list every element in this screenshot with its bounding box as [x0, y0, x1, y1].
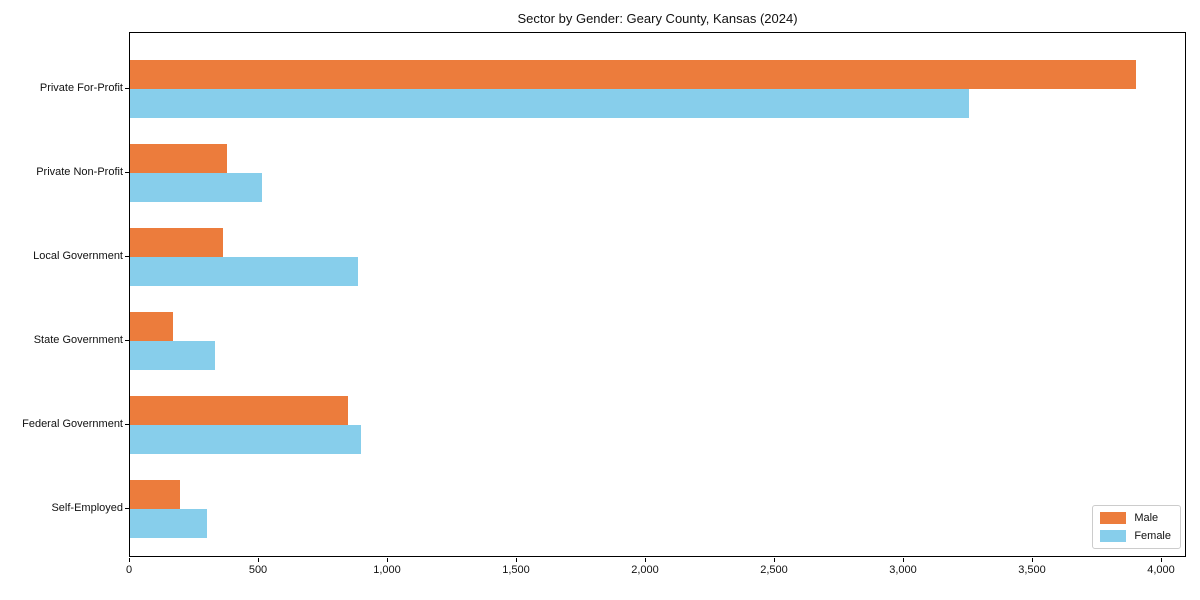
y-tick-mark [125, 339, 129, 341]
y-axis-ticks [125, 32, 129, 557]
x-tick-label: 1,500 [502, 564, 530, 576]
bar-male-4 [130, 312, 173, 341]
y-tick-label: Local Government [33, 250, 123, 262]
bar-female-4 [130, 341, 215, 370]
y-tick-mark [125, 171, 129, 173]
bar-male-3 [130, 228, 223, 257]
chart-title: Sector by Gender: Geary County, Kansas (… [517, 11, 798, 26]
x-tick-mark [129, 558, 130, 562]
bar-male-1 [130, 60, 1136, 89]
female-swatch-icon [1100, 530, 1127, 542]
x-tick-label: 0 [125, 564, 133, 576]
y-tick-label: Private For-Profit [39, 82, 123, 94]
x-tick-mark [1032, 558, 1033, 562]
x-tick-label: 3,000 [889, 564, 917, 576]
bar-female-1 [130, 89, 969, 118]
x-tick-mark [645, 558, 646, 562]
bar-female-2 [130, 173, 262, 202]
x-tick-label: 1,000 [373, 564, 401, 576]
x-tick-mark [387, 558, 388, 562]
bar-female-3 [130, 257, 358, 286]
x-tick-label: 500 [248, 564, 268, 576]
x-tick-mark [258, 558, 259, 562]
y-tick-mark [125, 507, 129, 509]
bar-male-5 [130, 396, 348, 425]
y-tick-label: State Government [33, 334, 123, 346]
x-tick-mark [1161, 558, 1162, 562]
x-tick-label: 4,000 [1147, 564, 1175, 576]
bar-female-5 [130, 425, 361, 454]
plot-area: Male Female [129, 32, 1186, 557]
x-tick-label: 3,500 [1018, 564, 1046, 576]
male-swatch-icon [1100, 512, 1127, 524]
y-tick-mark [125, 255, 129, 257]
y-tick-mark [125, 87, 129, 89]
legend-label-female: Female [1134, 530, 1171, 542]
legend-entry-male: Male [1100, 512, 1171, 524]
x-tick-label: 2,000 [631, 564, 659, 576]
bar-male-6 [130, 480, 180, 509]
x-tick-mark [774, 558, 775, 562]
y-tick-mark [125, 423, 129, 425]
x-tick-mark [516, 558, 517, 562]
legend-entry-female: Female [1100, 530, 1171, 542]
bar-female-6 [130, 509, 207, 538]
x-tick-mark [903, 558, 904, 562]
x-tick-label: 2,500 [760, 564, 788, 576]
y-tick-label: Federal Government [22, 418, 123, 430]
bar-male-2 [130, 144, 227, 173]
y-tick-label: Self-Employed [51, 502, 123, 514]
y-tick-label: Private Non-Profit [36, 166, 123, 178]
x-axis: 0 500 1,000 1,500 2,000 2,500 3,000 3,500 4,000 [125, 557, 1186, 587]
y-axis-labels: Private For-Profit Private Non-Profit Loca… [0, 32, 123, 557]
legend: Male Female [1092, 505, 1181, 549]
legend-label-male: Male [1134, 512, 1159, 524]
